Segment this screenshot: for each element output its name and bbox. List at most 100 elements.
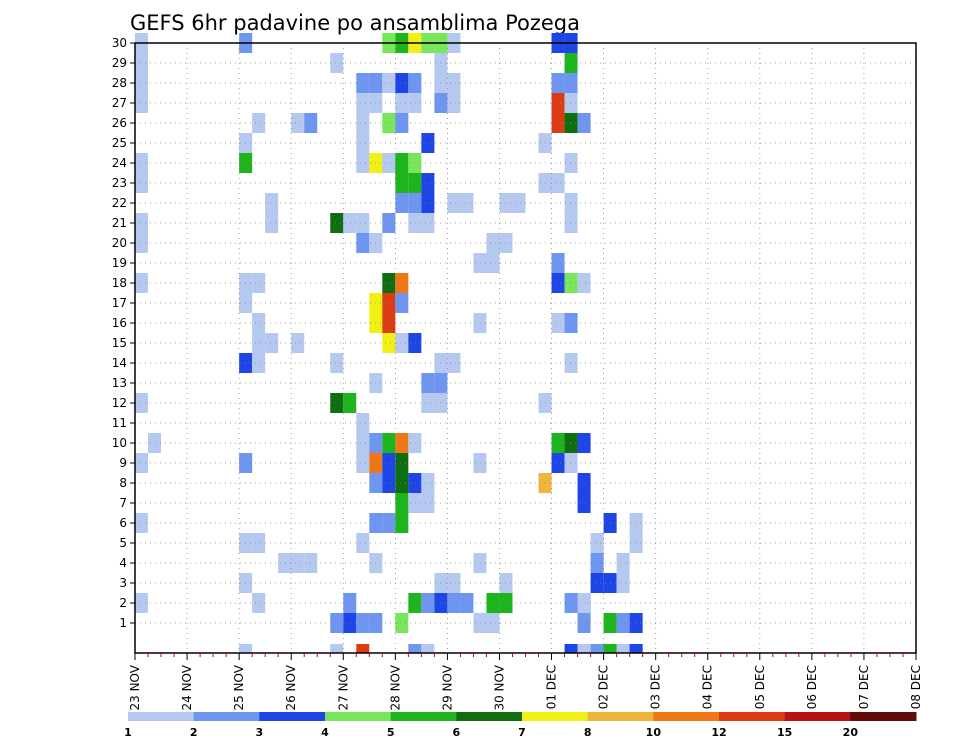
colorbar-label: 6 — [453, 726, 461, 739]
cell-member-24 — [356, 153, 370, 173]
cell-member-2 — [447, 593, 461, 613]
cell-member-7 — [421, 493, 435, 513]
y-tick-label: 26 — [112, 116, 127, 130]
y-tick-label: 20 — [112, 236, 127, 250]
cell-member-7 — [395, 493, 409, 513]
cell-member-15 — [252, 333, 266, 353]
cell-member-0 — [577, 644, 591, 653]
cell-member-2 — [408, 593, 422, 613]
cell-member-10 — [148, 433, 162, 453]
colorbar-label: 10 — [646, 726, 662, 739]
y-tick-label: 6 — [119, 516, 127, 530]
cell-member-26 — [252, 113, 266, 133]
cell-member-14 — [564, 353, 578, 373]
cell-member-12 — [343, 393, 357, 413]
cell-member-2 — [577, 593, 591, 613]
cell-member-1 — [486, 613, 500, 633]
cell-member-27 — [564, 93, 578, 113]
cell-member-22 — [395, 193, 409, 213]
colorbar-swatch — [325, 712, 392, 721]
cell-member-9 — [395, 453, 409, 473]
cell-member-29 — [135, 53, 149, 73]
cell-member-5 — [252, 533, 266, 553]
cell-member-16 — [473, 313, 487, 333]
cell-member-3 — [590, 573, 604, 593]
cell-member-6 — [395, 513, 409, 533]
cell-member-20 — [356, 233, 370, 253]
colorbar-swatch — [193, 712, 260, 721]
cell-member-20 — [135, 233, 149, 253]
cell-member-25 — [356, 133, 370, 153]
cell-member-26 — [564, 113, 578, 133]
cell-member-21 — [382, 213, 396, 233]
cell-member-14 — [330, 353, 344, 373]
colorbar-label: 4 — [321, 726, 329, 739]
cell-member-4 — [278, 553, 292, 573]
cell-member-23 — [421, 173, 435, 193]
y-tick-label: 9 — [119, 456, 127, 470]
y-tick-label: 18 — [112, 276, 127, 290]
y-tick-label: 11 — [112, 416, 127, 430]
cell-member-24 — [135, 153, 149, 173]
colorbar-swatch — [522, 712, 589, 721]
cell-member-21 — [135, 213, 149, 233]
cell-member-4 — [473, 553, 487, 573]
y-tick-label: 29 — [112, 56, 127, 70]
x-tick-label: 26 NOV — [284, 664, 298, 710]
cell-member-29 — [330, 53, 344, 73]
cell-member-26 — [395, 113, 409, 133]
cell-member-18 — [395, 273, 409, 293]
colorbar-label: 12 — [711, 726, 726, 739]
y-tick-label: 17 — [112, 296, 127, 310]
cell-member-18 — [382, 273, 396, 293]
cell-member-1 — [616, 613, 630, 633]
cell-member-12 — [330, 393, 344, 413]
cell-member-1 — [343, 613, 357, 633]
cell-member-0 — [564, 644, 578, 653]
y-tick-label: 2 — [119, 596, 127, 610]
cell-member-0 — [239, 644, 253, 653]
cell-member-20 — [486, 233, 500, 253]
cell-member-27 — [551, 93, 565, 113]
cell-member-21 — [343, 213, 357, 233]
x-tick-label: 24 NOV — [180, 664, 194, 710]
cell-member-10 — [382, 433, 396, 453]
cell-member-6 — [135, 513, 149, 533]
x-tick-label: 28 NOV — [388, 664, 402, 710]
cell-member-19 — [551, 253, 565, 273]
cell-member-12 — [135, 393, 149, 413]
cell-member-27 — [408, 93, 422, 113]
cell-member-18 — [564, 273, 578, 293]
y-tick-label: 22 — [112, 196, 127, 210]
cell-member-0 — [603, 644, 617, 653]
cell-member-0 — [616, 644, 630, 653]
cell-member-23 — [551, 173, 565, 193]
cell-member-1 — [629, 613, 643, 633]
x-axis: 23 NOV 24 NOV 25 NOV 26 NOV 27 NOV 28 NOV 29 N… — [128, 653, 923, 711]
data-cells — [135, 33, 643, 653]
cell-member-21 — [408, 213, 422, 233]
colorbar-swatch — [259, 712, 326, 721]
y-tick-label: 1 — [119, 616, 127, 630]
cell-member-13 — [421, 373, 435, 393]
x-tick-label: 05 DEC — [753, 665, 767, 709]
cell-member-1 — [577, 613, 591, 633]
y-tick-label: 24 — [112, 156, 127, 170]
y-tick-label: 28 — [112, 76, 127, 90]
cell-member-2 — [343, 593, 357, 613]
cell-member-6 — [629, 513, 643, 533]
colorbar-label: 7 — [518, 726, 526, 739]
cell-member-27 — [135, 93, 149, 113]
colorbar-swatch — [456, 712, 523, 721]
cell-member-15 — [382, 333, 396, 353]
x-tick-label: 07 DEC — [857, 665, 871, 709]
cell-member-9 — [564, 453, 578, 473]
cell-member-10 — [356, 433, 370, 453]
cell-member-7 — [577, 493, 591, 513]
x-tick-label: 08 DEC — [909, 665, 923, 709]
cell-member-2 — [486, 593, 500, 613]
cell-member-1 — [356, 613, 370, 633]
cell-member-0 — [408, 644, 422, 653]
cell-member-1 — [395, 613, 409, 633]
cell-member-8 — [382, 473, 396, 493]
